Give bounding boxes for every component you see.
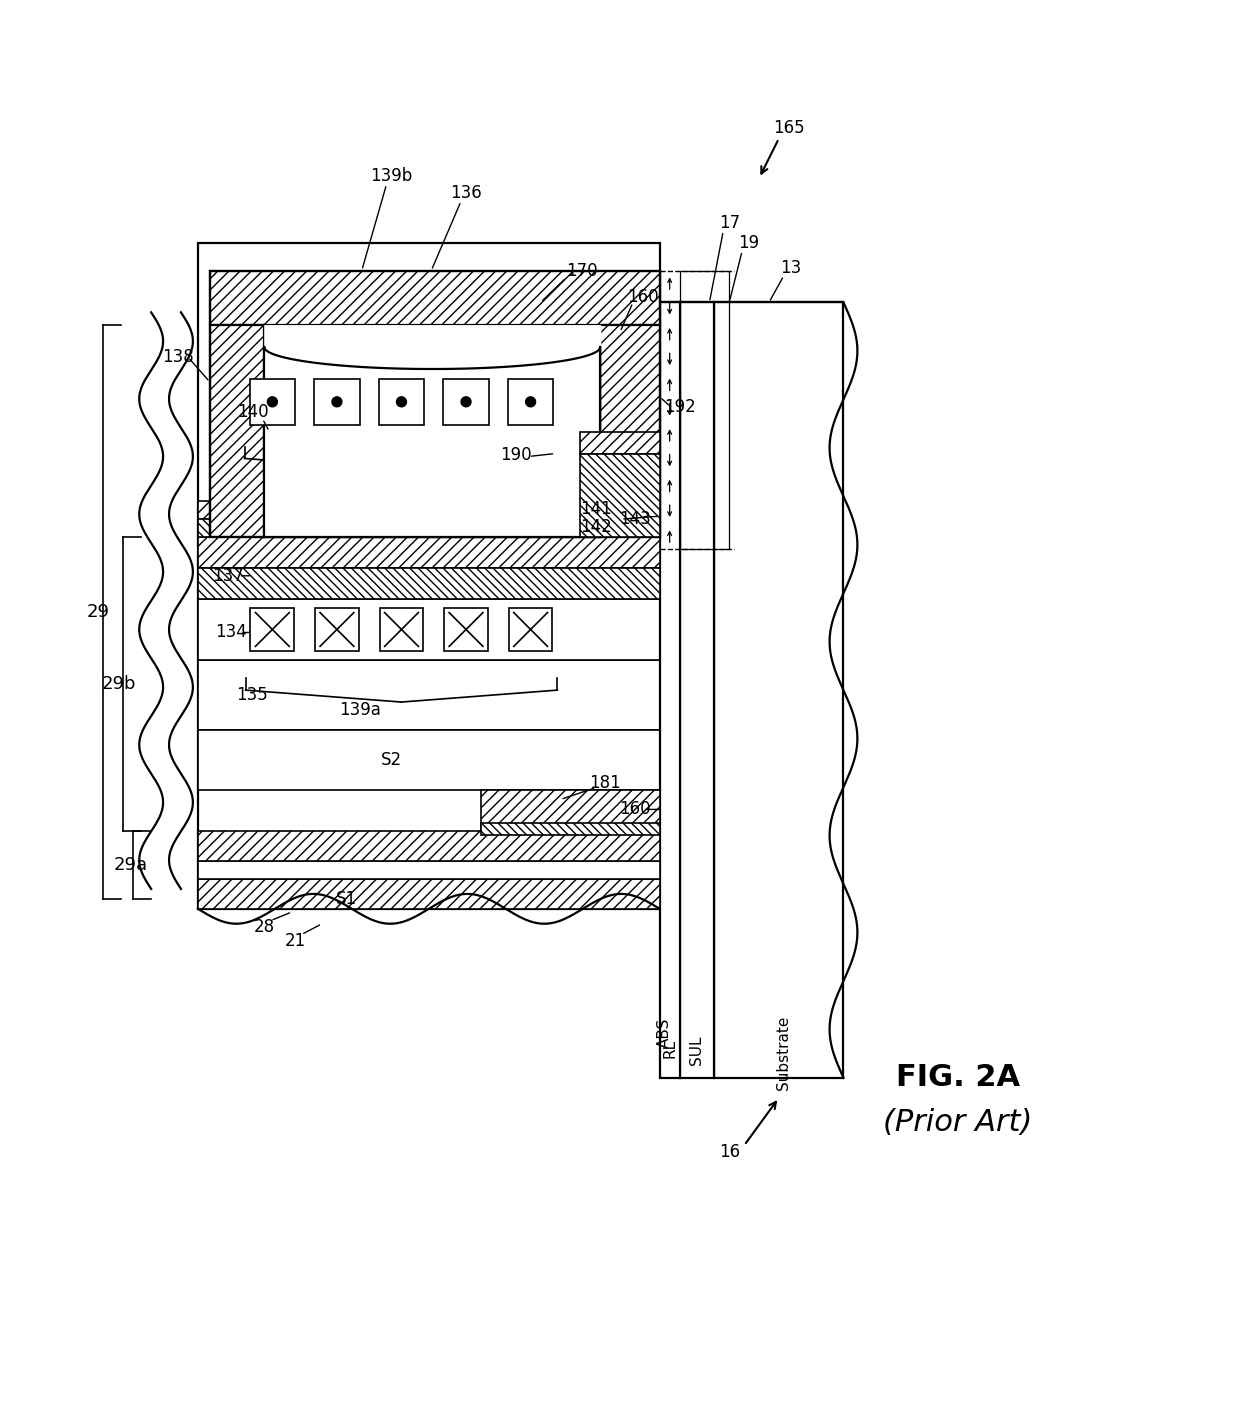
Text: 134: 134 bbox=[215, 623, 247, 641]
Bar bbox=[249, 379, 295, 424]
Bar bbox=[250, 607, 294, 651]
Bar bbox=[198, 599, 660, 660]
Bar bbox=[680, 271, 729, 549]
Circle shape bbox=[526, 397, 536, 407]
Text: 137: 137 bbox=[212, 566, 243, 585]
Bar bbox=[481, 789, 660, 832]
Bar bbox=[379, 607, 423, 651]
Text: FIG. 2A: FIG. 2A bbox=[895, 1063, 1019, 1093]
Bar bbox=[378, 379, 424, 424]
Bar bbox=[580, 454, 660, 536]
Bar bbox=[508, 607, 553, 651]
Bar bbox=[264, 348, 600, 536]
Text: 19: 19 bbox=[739, 234, 760, 251]
Bar bbox=[210, 325, 264, 536]
Bar bbox=[198, 729, 660, 789]
Text: 29a: 29a bbox=[113, 856, 148, 874]
Circle shape bbox=[397, 397, 407, 407]
Text: 29: 29 bbox=[87, 603, 110, 622]
Text: 16: 16 bbox=[719, 1144, 740, 1161]
Bar bbox=[444, 607, 487, 651]
Bar bbox=[443, 379, 489, 424]
Text: 160: 160 bbox=[619, 800, 651, 819]
Text: RL: RL bbox=[662, 1039, 677, 1057]
Text: SUL: SUL bbox=[689, 1036, 704, 1064]
Bar bbox=[315, 607, 358, 651]
Text: 28: 28 bbox=[254, 918, 275, 935]
Text: 165: 165 bbox=[773, 119, 805, 138]
Circle shape bbox=[268, 397, 278, 407]
Text: ABS: ABS bbox=[657, 1017, 672, 1049]
Text: Substrate: Substrate bbox=[776, 1016, 791, 1090]
Bar bbox=[680, 302, 714, 1078]
Bar bbox=[314, 379, 360, 424]
Text: 136: 136 bbox=[450, 184, 482, 201]
Text: 192: 192 bbox=[663, 397, 696, 416]
Text: 29b: 29b bbox=[102, 675, 135, 692]
Text: S1: S1 bbox=[336, 890, 357, 908]
Circle shape bbox=[461, 397, 471, 407]
Text: 142: 142 bbox=[580, 518, 613, 536]
Bar bbox=[198, 878, 660, 908]
Text: 139b: 139b bbox=[371, 167, 413, 184]
Bar bbox=[600, 325, 660, 536]
Circle shape bbox=[332, 397, 342, 407]
Bar bbox=[198, 243, 660, 908]
Bar bbox=[714, 302, 843, 1078]
Text: 17: 17 bbox=[719, 214, 740, 231]
Bar bbox=[507, 379, 553, 424]
Bar bbox=[210, 271, 660, 536]
Text: 190: 190 bbox=[500, 446, 532, 464]
Text: 13: 13 bbox=[780, 258, 801, 277]
Bar bbox=[198, 501, 660, 519]
Text: 181: 181 bbox=[589, 773, 621, 792]
Text: (Prior Art): (Prior Art) bbox=[883, 1108, 1033, 1137]
Bar bbox=[660, 302, 680, 1078]
Text: 21: 21 bbox=[284, 932, 306, 949]
Bar bbox=[481, 823, 660, 836]
Text: 140: 140 bbox=[237, 403, 268, 421]
Text: 141: 141 bbox=[580, 499, 613, 518]
Bar bbox=[198, 568, 660, 599]
Text: 135: 135 bbox=[237, 685, 268, 704]
Text: 138: 138 bbox=[162, 348, 193, 366]
Text: 170: 170 bbox=[567, 261, 598, 280]
Bar bbox=[198, 536, 660, 568]
Bar bbox=[210, 271, 660, 325]
Bar bbox=[198, 861, 660, 878]
FancyBboxPatch shape bbox=[264, 348, 600, 536]
Bar bbox=[198, 519, 660, 536]
Text: 160: 160 bbox=[627, 288, 658, 307]
Text: S2: S2 bbox=[381, 751, 402, 769]
Bar bbox=[580, 431, 660, 454]
Bar bbox=[198, 660, 660, 729]
Text: 143: 143 bbox=[619, 509, 651, 528]
Bar bbox=[198, 832, 660, 861]
Text: 139a: 139a bbox=[339, 701, 381, 719]
